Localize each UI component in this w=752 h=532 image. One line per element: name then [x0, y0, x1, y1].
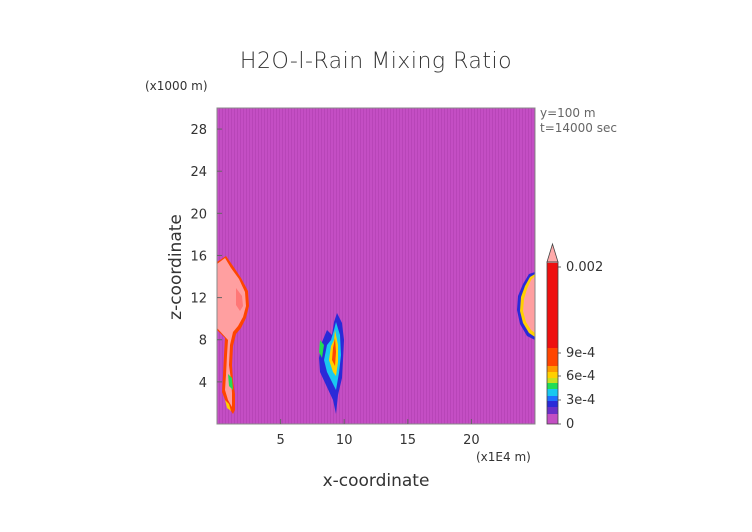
- colorbar-swatch: [547, 407, 558, 414]
- plot-area: [216, 107, 536, 425]
- x-tick-label: 5: [276, 433, 284, 448]
- y-axis: 4 8 12 16 20 24 28: [190, 123, 222, 391]
- colorbar-swatch: [547, 262, 558, 348]
- x-tick-label: 20: [463, 433, 480, 448]
- colorbar-tick-label: 0.002: [566, 260, 603, 275]
- colorbar-swatch: [547, 366, 558, 372]
- y-tick-label: 20: [190, 207, 207, 222]
- colorbar-swatch: [547, 383, 558, 389]
- center-cloud: [319, 313, 344, 414]
- x-tick-label: 10: [336, 433, 353, 448]
- colorbar-tick-label: 0: [566, 417, 574, 432]
- colorbar-tick-label: 3e-4: [566, 393, 595, 408]
- colorbar-swatch: [547, 389, 558, 396]
- colorbar-swatch: [547, 372, 558, 378]
- y-tick-label: 4: [199, 376, 207, 391]
- colorbar-swatch: [547, 396, 558, 401]
- info-t: t=14000 sec: [540, 121, 617, 135]
- colorbar: 0 3e-4 6e-4 9e-4 0.002: [546, 242, 603, 432]
- y-tick-label: 12: [190, 292, 207, 307]
- x-axis: 5 10 15 20: [276, 419, 480, 448]
- colorbar-arrow: [546, 242, 559, 263]
- info-y: y=100 m: [540, 106, 596, 120]
- y-axis-label: z-coordinate: [166, 214, 186, 320]
- plot-frame: [216, 107, 536, 425]
- y-tick-label: 24: [190, 165, 207, 180]
- x-tick-label: 15: [400, 433, 417, 448]
- colorbar-swatch: [547, 378, 558, 383]
- colorbar-frame: [546, 261, 559, 425]
- colorbar-swatch: [547, 348, 558, 366]
- y-tick-label: 8: [199, 334, 207, 349]
- x-axis-label: x-coordinate: [323, 471, 430, 491]
- left-cloud: [217, 256, 249, 414]
- right-cloud: [517, 272, 535, 340]
- y-tick-label: 28: [190, 123, 207, 138]
- colorbar-swatch: [547, 401, 558, 407]
- x-unit-label: (x1E4 m): [476, 450, 531, 464]
- colorbar-swatch: [547, 414, 558, 424]
- y-unit-label: (x1000 m): [145, 79, 208, 93]
- colorbar-tick-label: 9e-4: [566, 346, 595, 361]
- y-tick-label: 16: [190, 249, 207, 264]
- plot-background: [217, 108, 535, 424]
- chart-title: H2O-l-Rain Mixing Ratio: [240, 49, 512, 74]
- colorbar-swatch: [547, 262, 558, 263]
- colorbar-tick-label: 6e-4: [566, 369, 595, 384]
